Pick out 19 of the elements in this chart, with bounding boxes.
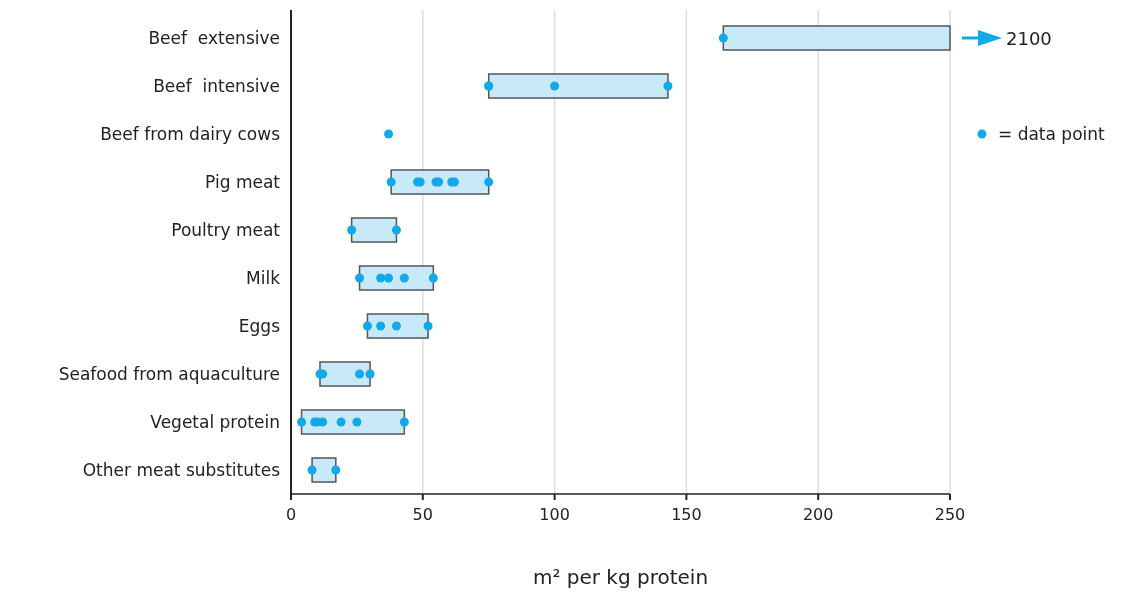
y-tick-label: Milk bbox=[246, 268, 281, 288]
y-tick-label: Beef intensive bbox=[153, 76, 280, 96]
x-tick-label: 200 bbox=[802, 505, 834, 524]
y-tick-label: Other meat substitutes bbox=[82, 460, 281, 480]
y-tick-label: Beef extensive bbox=[148, 28, 280, 48]
x-tick-label: 50 bbox=[412, 505, 433, 524]
x-tick-label: 150 bbox=[671, 505, 702, 524]
x-tick-label: 100 bbox=[539, 505, 570, 524]
y-tick-label: Vegetal protein bbox=[150, 412, 280, 432]
legend-label: = data point bbox=[998, 124, 1106, 144]
y-tick-label: Poultry meat bbox=[171, 220, 281, 240]
y-tick-label: Pig meat bbox=[205, 172, 281, 192]
x-tick-label: 0 bbox=[285, 505, 297, 524]
x-tick-label: 250 bbox=[934, 505, 966, 524]
text: 2100 bbox=[1006, 28, 1052, 49]
x-axis-title: m² per kg protein bbox=[532, 565, 709, 589]
y-tick-label: Seafood from aquaculture bbox=[58, 364, 280, 384]
y-tick-label: Eggs bbox=[238, 316, 281, 336]
y-tick-label: Beef from dairy cows bbox=[100, 124, 281, 144]
